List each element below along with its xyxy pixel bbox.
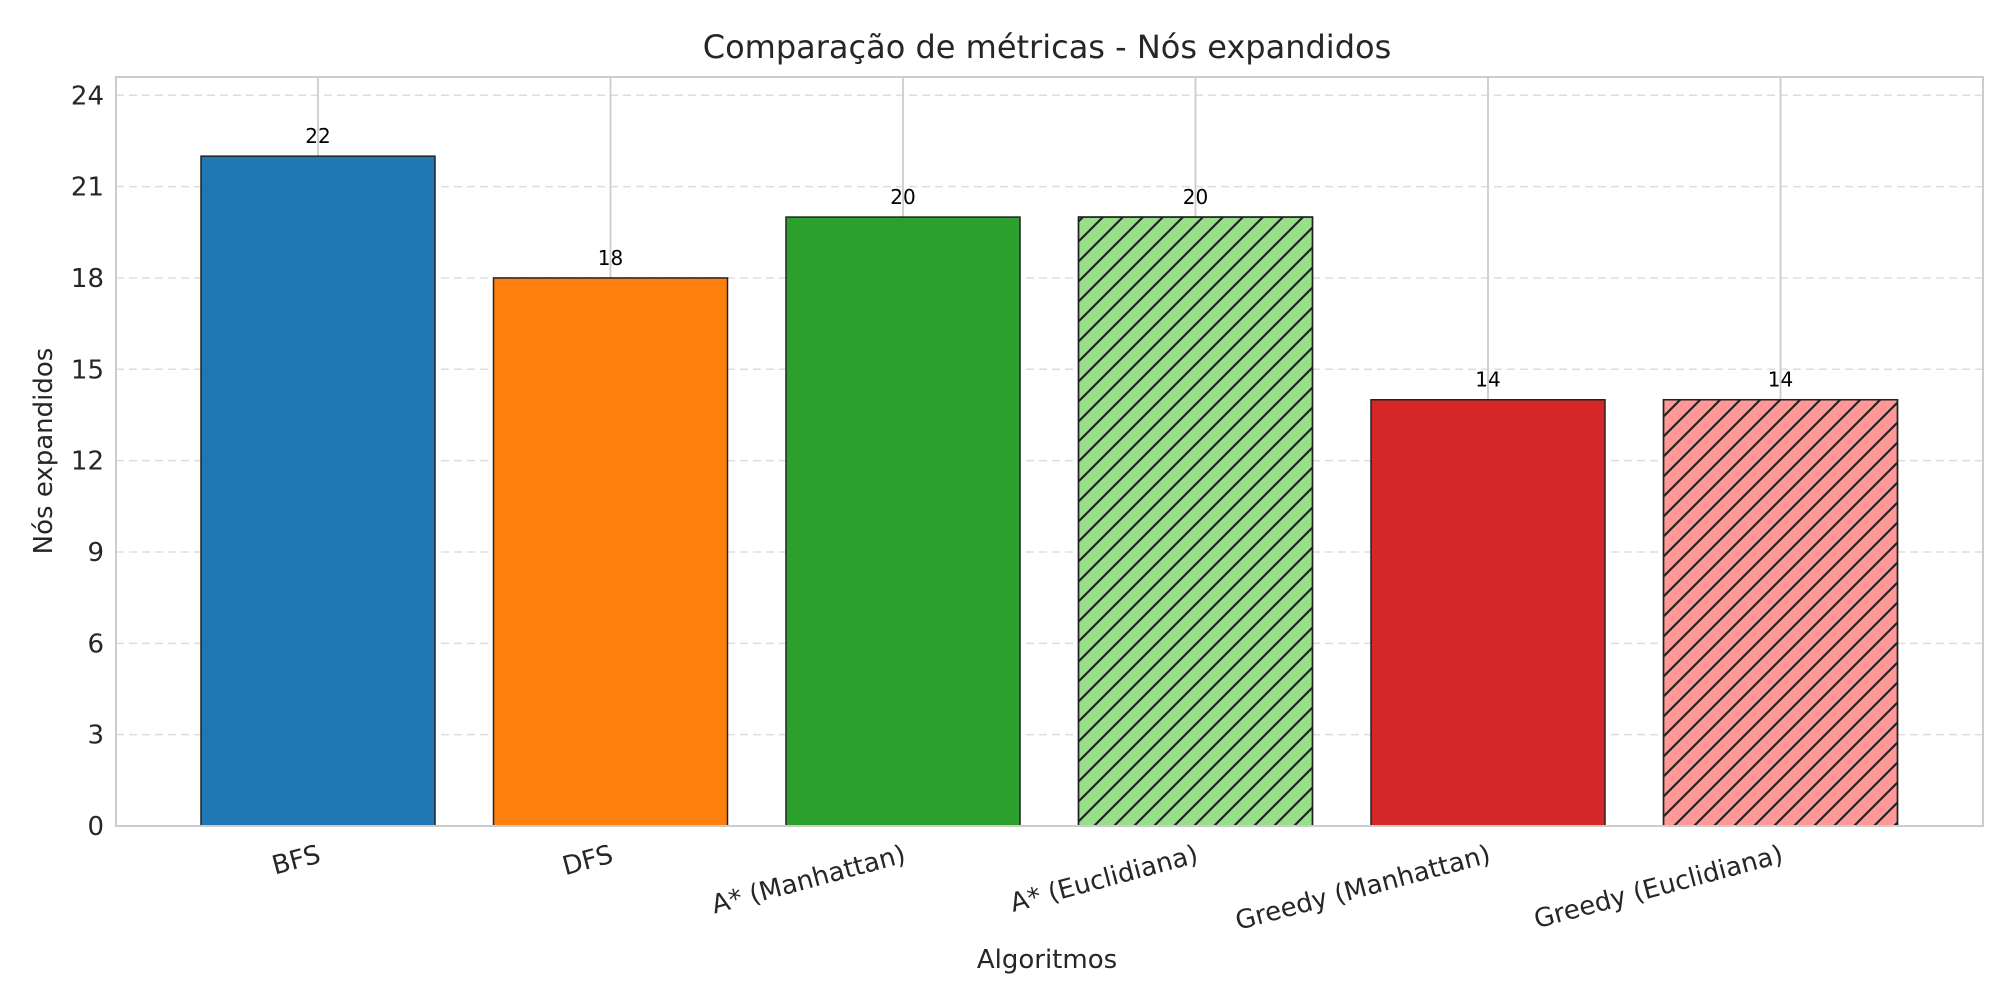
data-label: 14 <box>1475 368 1500 392</box>
bar <box>1370 398 1606 827</box>
x-tick-labels: BFS DFS A* (Manhattan) A* (Euclidiana) Greed… <box>269 840 1786 937</box>
y-tick-label: 3 <box>87 721 104 751</box>
bar-hatch <box>1662 398 1899 827</box>
x-tick-label: Greedy (Manhattan) <box>1232 840 1494 937</box>
data-label: 14 <box>1768 368 1793 392</box>
y-tick-label: 15 <box>71 355 104 385</box>
data-label: 20 <box>1183 185 1208 209</box>
plot-frame <box>115 76 1984 827</box>
bar <box>200 155 436 827</box>
bar-hatch <box>1077 216 1314 827</box>
bar <box>785 216 1021 827</box>
y-tick-label: 24 <box>71 81 104 111</box>
y-tick-label: 21 <box>71 173 104 203</box>
bar <box>492 277 729 827</box>
data-label: 20 <box>890 185 915 209</box>
y-tick-labels: 0 3 6 9 12 15 18 21 24 <box>71 81 104 842</box>
x-tick-label: DFS <box>559 840 616 882</box>
data-label: 18 <box>598 246 623 270</box>
y-tick-label: 18 <box>71 264 104 294</box>
y-tick-label: 6 <box>87 629 104 659</box>
data-label: 22 <box>305 124 330 148</box>
y-tick-label: 9 <box>87 538 104 568</box>
x-tick-label: A* (Manhattan) <box>708 840 908 921</box>
x-axis-label: Algoritmos <box>977 945 1117 975</box>
x-tick-label: A* (Euclidiana) <box>1007 840 1201 919</box>
x-tick-label: BFS <box>269 840 324 882</box>
y-tick-label: 0 <box>87 812 104 842</box>
y-tick-label: 12 <box>71 447 104 477</box>
chart-title: Comparação de métricas - Nós expandidos <box>703 28 1392 66</box>
x-tick-label: Greedy (Euclidiana) <box>1531 840 1786 935</box>
data-labels: 22 18 20 20 14 14 <box>305 124 1793 392</box>
y-axis-label: Nós expandidos <box>29 348 59 555</box>
bars <box>200 155 1899 827</box>
